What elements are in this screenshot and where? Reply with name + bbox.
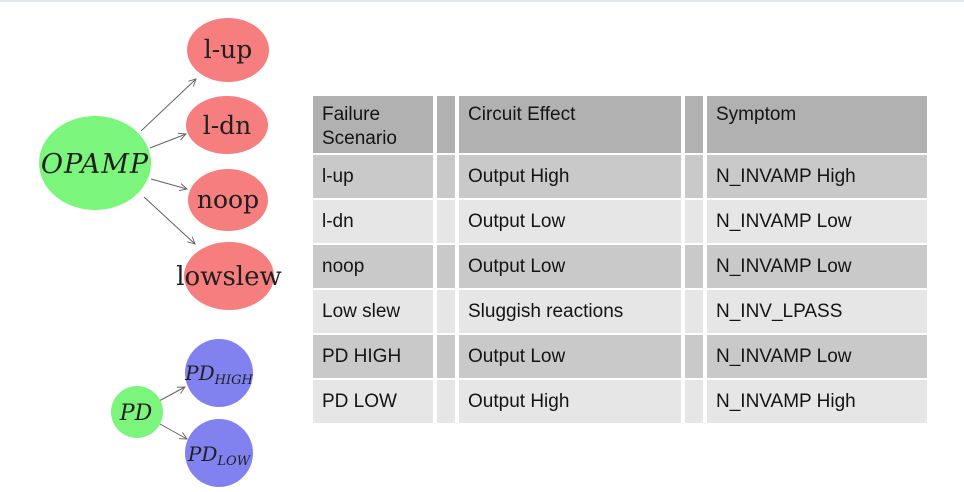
cell-effect: Output High	[459, 155, 681, 198]
table-row: PD HIGH Output Low N_INVAMP Low	[313, 335, 927, 378]
l-dn-label: l-dn	[203, 111, 252, 140]
pd-high-subscript: HIGH	[214, 373, 254, 388]
table-header-row: Failure Scenario Circuit Effect Symptom	[313, 96, 927, 153]
table-row: PD LOW Output High N_INVAMP High	[313, 380, 927, 423]
node-pd-low: PDLOW	[185, 419, 253, 487]
pd-high-base: PD	[184, 361, 215, 385]
pd-high-circle	[185, 339, 253, 407]
cell-symptom: N_INVAMP High	[707, 155, 927, 198]
table-row: Low slew Sluggish reactions N_INV_LPASS	[313, 290, 927, 333]
cell-symptom: N_INVAMP Low	[707, 200, 927, 243]
cell-spacer	[685, 290, 703, 333]
cell-spacer	[685, 245, 703, 288]
node-opamp: OPAMP	[39, 116, 151, 210]
table-row: noop Output Low N_INVAMP Low	[313, 245, 927, 288]
header-symptom: Symptom	[707, 96, 927, 153]
cell-scenario: PD HIGH	[313, 335, 433, 378]
header-failure-scenario: Failure Scenario	[313, 96, 433, 153]
cell-spacer	[685, 380, 703, 423]
node-pd: PD	[111, 386, 163, 438]
top-accent-line	[0, 0, 964, 2]
arrow-opamp-to-l-up	[140, 79, 196, 132]
header-spacer-2	[685, 96, 703, 153]
node-l-dn: l-dn	[186, 96, 268, 154]
failure-mode-diagram: OPAMP l-up l-dn noop lowslew PD	[39, 18, 282, 487]
lowslew-ellipse	[184, 242, 274, 310]
node-pd-high: PDHIGH	[184, 339, 254, 407]
opamp-ellipse	[39, 116, 151, 210]
cell-effect: Output High	[459, 380, 681, 423]
cell-effect: Output Low	[459, 245, 681, 288]
pd-low-circle	[185, 419, 253, 487]
cell-symptom: N_INVAMP High	[707, 380, 927, 423]
cell-scenario: noop	[313, 245, 433, 288]
cell-spacer	[437, 335, 455, 378]
cell-symptom: N_INVAMP Low	[707, 335, 927, 378]
node-lowslew: lowslew	[176, 242, 282, 310]
lowslew-label: lowslew	[176, 262, 282, 292]
cell-spacer	[437, 155, 455, 198]
cell-scenario: l-up	[313, 155, 433, 198]
l-up-label: l-up	[204, 35, 253, 64]
pd-low-base: PD	[187, 442, 218, 466]
cell-spacer	[685, 200, 703, 243]
cell-effect: Output Low	[459, 200, 681, 243]
header-spacer-1	[437, 96, 455, 153]
pd-low-label: PDLOW	[187, 442, 252, 469]
cell-symptom: N_INV_LPASS	[707, 290, 927, 333]
arrow-pd-to-pd-high	[158, 387, 185, 402]
cell-spacer	[437, 245, 455, 288]
cell-scenario: l-dn	[313, 200, 433, 243]
l-up-ellipse	[187, 18, 269, 82]
cell-spacer	[437, 380, 455, 423]
arrow-opamp-to-noop	[150, 178, 187, 189]
node-l-up: l-up	[187, 18, 269, 82]
node-noop: noop	[188, 169, 268, 231]
opamp-label: OPAMP	[41, 149, 149, 180]
cell-effect: Sluggish reactions	[459, 290, 681, 333]
cell-spacer	[685, 335, 703, 378]
cell-spacer	[685, 155, 703, 198]
l-dn-ellipse	[186, 96, 268, 154]
cell-spacer	[437, 290, 455, 333]
header-circuit-effect: Circuit Effect	[459, 96, 681, 153]
table-row: l-up Output High N_INVAMP High	[313, 155, 927, 198]
noop-label: noop	[197, 185, 259, 214]
pd-low-subscript: LOW	[216, 454, 251, 469]
pd-circle	[111, 386, 163, 438]
table-row: l-dn Output Low N_INVAMP Low	[313, 200, 927, 243]
arrow-pd-to-pd-low	[159, 423, 187, 439]
cell-spacer	[437, 200, 455, 243]
cell-symptom: N_INVAMP Low	[707, 245, 927, 288]
cell-scenario: Low slew	[313, 290, 433, 333]
pd-high-label: PDHIGH	[184, 361, 253, 388]
cell-scenario: PD LOW	[313, 380, 433, 423]
noop-ellipse	[188, 169, 268, 231]
arrow-opamp-to-l-dn	[149, 134, 186, 149]
arrow-opamp-to-lowslew	[143, 196, 195, 244]
cell-effect: Output Low	[459, 335, 681, 378]
failure-table: Failure Scenario Circuit Effect Symptom …	[309, 94, 931, 425]
pd-label: PD	[119, 401, 153, 426]
